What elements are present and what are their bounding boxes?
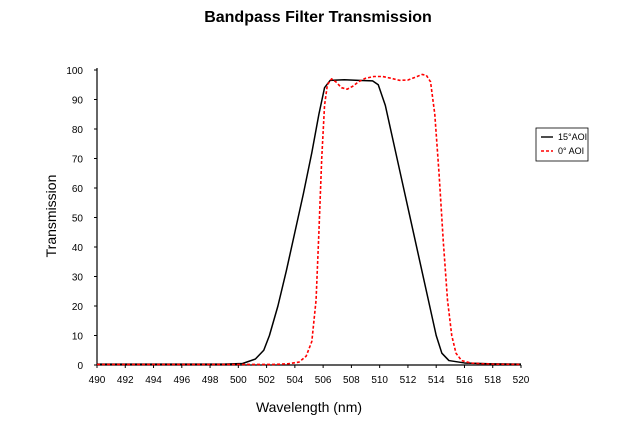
y-tick-label: 60 <box>72 184 84 195</box>
x-tick-label: 492 <box>117 375 134 386</box>
series-line-0-aoi <box>97 73 522 366</box>
x-tick-label: 520 <box>513 375 530 386</box>
x-axis-label: Wavelength (nm) <box>256 399 362 415</box>
legend-box <box>535 127 589 162</box>
legend-label-15-aoi: 15°AOI <box>558 132 587 142</box>
y-tick-label: 80 <box>72 125 84 136</box>
y-tick-label: 70 <box>72 155 84 166</box>
y-tick-label: 90 <box>72 96 84 107</box>
x-tick-label: 510 <box>371 375 388 386</box>
x-tick-label: 496 <box>173 375 190 386</box>
y-tick-label: 0 <box>77 361 83 372</box>
x-tick-label: 494 <box>145 375 162 386</box>
y-tick-label: 10 <box>72 332 84 343</box>
y-tick-label: 30 <box>72 273 84 284</box>
x-tick-label: 514 <box>428 375 445 386</box>
x-tick-label: 506 <box>315 375 332 386</box>
x-tick-label: 512 <box>400 375 417 386</box>
x-tick-label: 502 <box>258 375 275 386</box>
chart-legend: 15°AOI 0° AOI <box>535 127 589 162</box>
y-axis-label: Transmission <box>43 175 59 258</box>
x-tick-label: 518 <box>484 375 501 386</box>
series-line-15-aoi <box>97 78 522 365</box>
x-tick-label: 516 <box>456 375 473 386</box>
y-tick-label: 40 <box>72 243 84 254</box>
x-tick-label: 500 <box>230 375 247 386</box>
x-tick-label: 508 <box>343 375 360 386</box>
y-tick-label: 20 <box>72 302 84 313</box>
y-tick-label: 100 <box>66 66 83 77</box>
x-tick-labels: 490 492 494 496 498 500 502 504 506 508 510 512 514 5… <box>89 365 530 386</box>
y-tick-label: 50 <box>72 214 84 225</box>
chart-title: Bandpass Filter Transmission <box>204 9 432 26</box>
x-tick-label: 490 <box>89 375 106 386</box>
y-tick-labels: 0 10 20 30 40 50 60 70 80 90 100 <box>66 66 97 372</box>
legend-label-0-aoi: 0° AOI <box>558 146 584 156</box>
x-tick-label: 498 <box>202 375 219 386</box>
x-tick-label: 504 <box>287 375 304 386</box>
series-layer <box>97 73 522 366</box>
